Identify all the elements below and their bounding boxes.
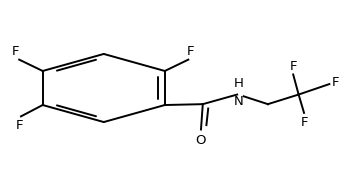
Text: H: H: [234, 77, 244, 90]
Text: F: F: [16, 119, 23, 132]
Text: F: F: [300, 115, 308, 128]
Text: F: F: [332, 76, 339, 89]
Text: F: F: [12, 45, 19, 58]
Text: F: F: [289, 60, 297, 73]
Text: F: F: [186, 45, 194, 58]
Text: N: N: [234, 95, 244, 108]
Text: O: O: [196, 134, 206, 147]
